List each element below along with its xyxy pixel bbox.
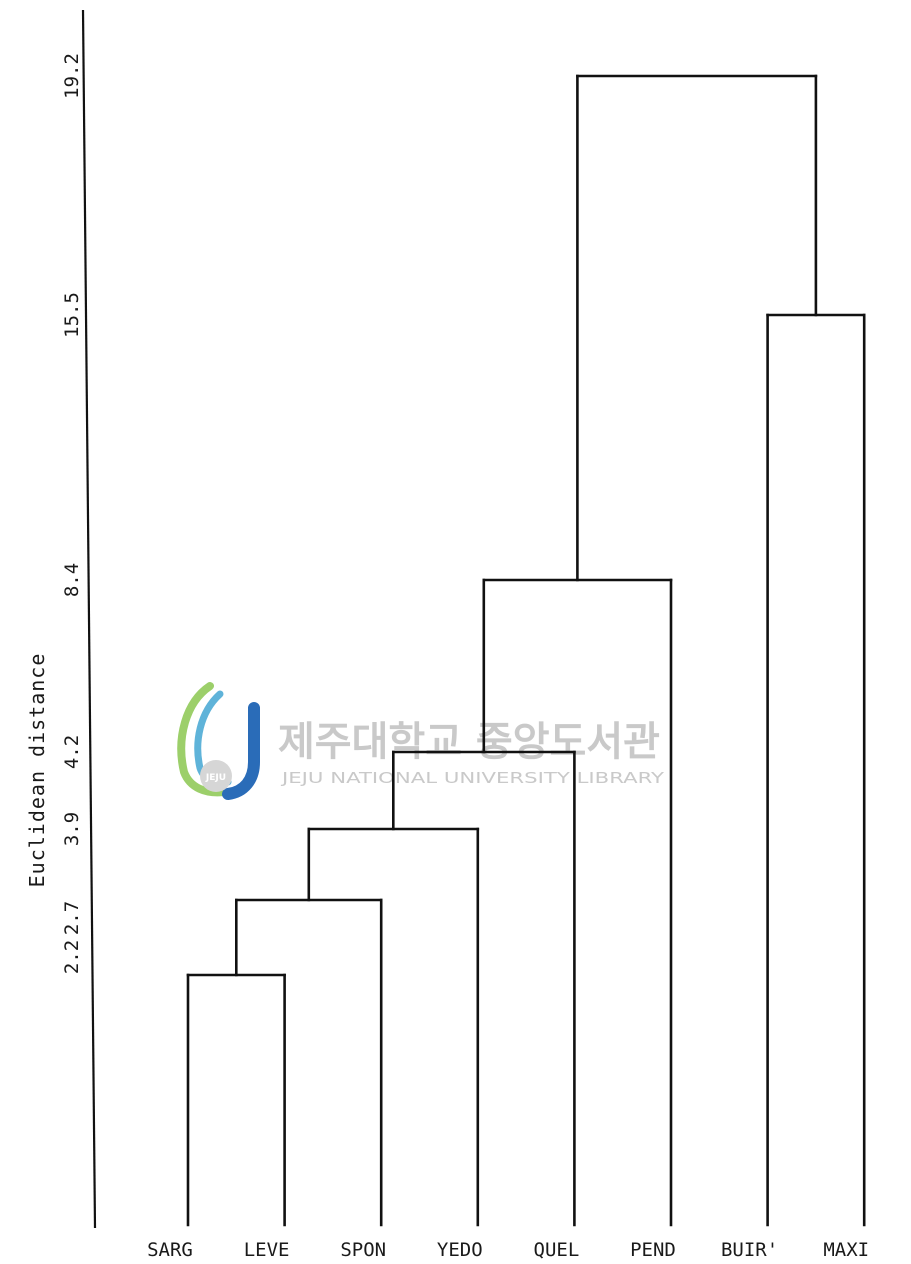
library-name-english: JEJU NATIONAL UNIVERSITY LIBRARY bbox=[281, 769, 666, 787]
y-tick-labels: 2.2 2.7 3.9 4.2 8.4 15.5 19.2 bbox=[61, 53, 83, 974]
dendrogram-links bbox=[186, 74, 866, 1227]
library-name-korean: 제주대학교 중앙도서관 bbox=[278, 719, 660, 765]
leaf-label: SPON bbox=[340, 1239, 386, 1261]
library-emblem-text: JEJU bbox=[205, 773, 226, 783]
leaf-label: MAXI bbox=[823, 1239, 869, 1261]
library-watermark: JEJU 제주대학교 중앙도서관 JEJU NATIONAL UNIVERSIT… bbox=[177, 682, 666, 800]
library-emblem: JEJU bbox=[177, 682, 260, 800]
leaf-label: QUEL bbox=[534, 1239, 580, 1261]
y-axis-line bbox=[81, 9, 97, 1229]
y-axis-title: Euclidean distance bbox=[25, 653, 49, 888]
y-tick-label: 8.4 bbox=[61, 563, 83, 597]
y-tick-label: 4.2 bbox=[61, 735, 83, 769]
leaf-label: LEVE bbox=[244, 1239, 290, 1261]
y-tick-label: 19.2 bbox=[61, 53, 83, 99]
y-tick-label: 2.2 bbox=[61, 940, 83, 974]
y-tick-label: 3.9 bbox=[61, 812, 83, 846]
leaf-label: BUIR' bbox=[721, 1239, 778, 1261]
y-tick-label: 15.5 bbox=[61, 292, 83, 338]
leaf-label: PEND bbox=[630, 1239, 676, 1261]
leaf-labels: SARG LEVE SPON YEDO QUEL PEND BUIR' MAXI bbox=[147, 1239, 869, 1261]
leaf-label: SARG bbox=[147, 1239, 193, 1261]
y-tick-label: 2.7 bbox=[61, 901, 83, 935]
leaf-label: YEDO bbox=[437, 1239, 483, 1261]
